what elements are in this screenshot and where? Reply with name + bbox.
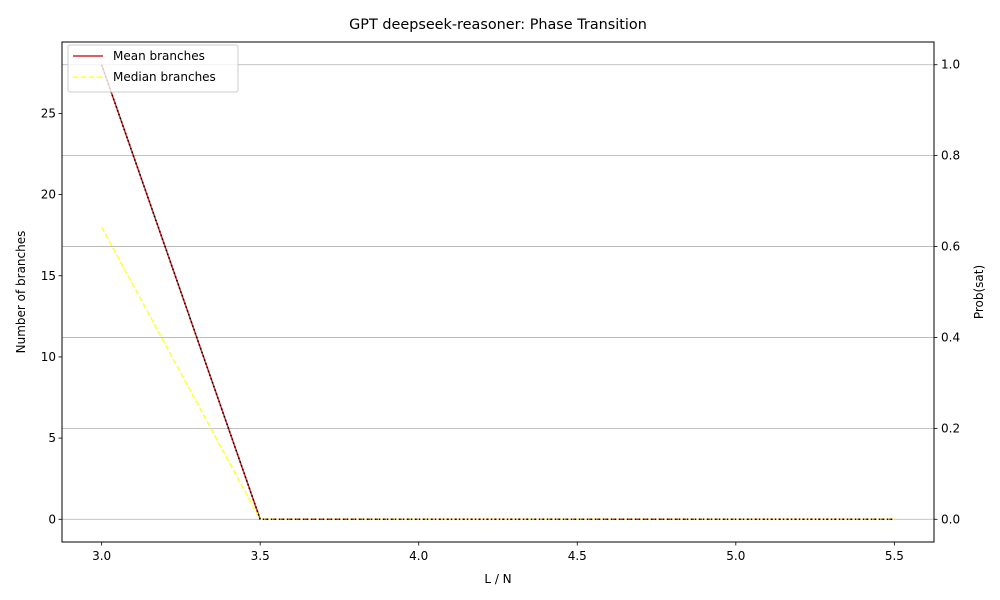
chart-title: GPT deepseek-reasoner: Phase Transition bbox=[349, 17, 647, 33]
y2-tick-label: 0.6 bbox=[941, 240, 960, 254]
y2-tick-label: 1.0 bbox=[941, 58, 960, 72]
x-tick-label: 3.0 bbox=[92, 549, 111, 563]
x-tick-label: 3.5 bbox=[251, 549, 270, 563]
x-tick-label: 5.0 bbox=[726, 549, 745, 563]
y-axis-label: Number of branches bbox=[14, 231, 28, 354]
y2-tick-label: 0.4 bbox=[941, 330, 960, 344]
y2-axis-label: Prob(sat) bbox=[972, 265, 986, 319]
x-tick-label: 5.5 bbox=[885, 549, 904, 563]
y2-ticks: 0.0 0.2 0.4 0.6 0.8 1.0 bbox=[934, 58, 960, 526]
x-axis-label: L / N bbox=[484, 572, 511, 586]
axes bbox=[61, 41, 935, 543]
legend: Mean branches Median branches bbox=[67, 44, 239, 93]
y-tick-label: 15 bbox=[41, 269, 56, 283]
series-layer bbox=[100, 64, 895, 521]
legend-label-median: Median branches bbox=[113, 70, 216, 84]
grid bbox=[62, 64, 934, 520]
y-tick-label: 5 bbox=[48, 431, 56, 445]
legend-box bbox=[67, 44, 239, 93]
y-ticks: 0 5 10 15 20 25 bbox=[41, 106, 62, 526]
series-line-median-branches bbox=[100, 226, 895, 521]
x-tick-label: 4.0 bbox=[409, 549, 428, 563]
x-ticks: 3.0 3.5 4.0 4.5 5.0 5.5 bbox=[92, 542, 904, 563]
x-tick-label: 4.5 bbox=[568, 549, 587, 563]
y2-tick-label: 0.0 bbox=[941, 512, 960, 526]
y-tick-label: 10 bbox=[41, 350, 56, 364]
y2-tick-label: 0.2 bbox=[941, 421, 960, 435]
plot-frame bbox=[61, 41, 935, 543]
y2-tick-label: 0.8 bbox=[941, 149, 960, 163]
y-tick-label: 0 bbox=[48, 512, 56, 526]
series-line-prob-sat bbox=[100, 64, 895, 521]
y-tick-label: 25 bbox=[41, 106, 56, 120]
y-tick-label: 20 bbox=[41, 188, 56, 202]
legend-label-mean: Mean branches bbox=[113, 49, 205, 63]
